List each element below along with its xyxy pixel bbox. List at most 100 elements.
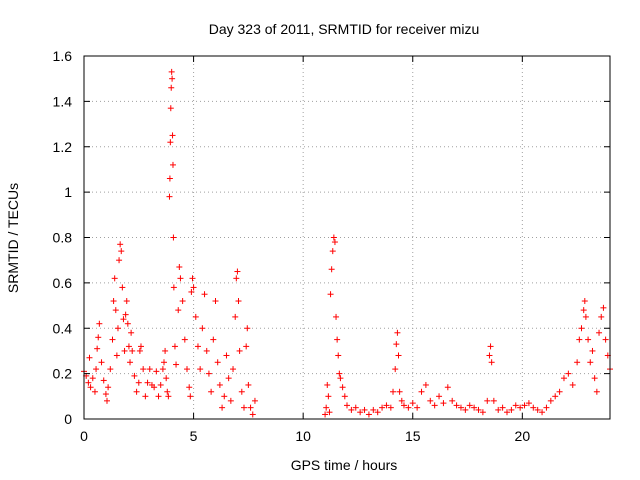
data-point xyxy=(113,352,120,359)
data-point xyxy=(87,384,94,391)
data-point xyxy=(192,313,199,320)
data-point xyxy=(157,381,164,388)
data-point xyxy=(175,307,182,314)
data-point xyxy=(534,406,541,413)
data-point xyxy=(236,347,243,354)
data-point xyxy=(203,347,210,354)
data-point xyxy=(225,375,232,382)
data-point xyxy=(95,334,102,341)
data-point xyxy=(457,404,464,411)
data-point xyxy=(142,393,149,400)
data-point xyxy=(379,404,386,411)
data-point xyxy=(322,411,329,418)
data-point xyxy=(135,379,142,386)
data-point xyxy=(125,343,132,350)
data-point xyxy=(552,393,559,400)
data-point xyxy=(453,402,460,409)
data-point xyxy=(221,393,228,400)
data-point xyxy=(235,298,242,305)
data-point xyxy=(233,275,240,282)
data-point xyxy=(219,404,226,411)
data-point xyxy=(440,400,447,407)
data-point xyxy=(422,381,429,388)
data-point xyxy=(361,406,368,413)
data-point xyxy=(155,393,162,400)
x-axis-title: GPS time / hours xyxy=(291,457,398,473)
data-point xyxy=(163,375,170,382)
data-point xyxy=(165,393,172,400)
data-point xyxy=(249,411,256,418)
data-point xyxy=(326,409,333,416)
data-point xyxy=(392,366,399,373)
data-point xyxy=(521,402,528,409)
data-point xyxy=(560,375,567,382)
data-point xyxy=(184,366,191,373)
data-point xyxy=(387,404,394,411)
data-point xyxy=(105,384,112,391)
data-point xyxy=(324,381,331,388)
data-point xyxy=(394,329,401,336)
y-tick-label: 0.6 xyxy=(53,275,73,291)
y-tick-label: 1.6 xyxy=(53,48,73,64)
data-point xyxy=(190,284,197,291)
data-point xyxy=(194,343,201,350)
y-tick-label: 1.4 xyxy=(53,93,73,109)
data-point xyxy=(116,257,123,264)
data-point xyxy=(352,404,359,411)
data-point xyxy=(86,354,93,361)
data-point xyxy=(574,359,581,366)
data-point xyxy=(214,359,221,366)
data-point xyxy=(144,379,151,386)
data-point xyxy=(240,404,247,411)
data-point xyxy=(91,388,98,395)
data-point xyxy=(247,404,254,411)
data-point xyxy=(85,379,92,386)
data-point xyxy=(136,347,143,354)
data-point xyxy=(344,402,350,409)
data-point xyxy=(160,359,167,366)
data-point xyxy=(591,375,598,382)
data-point xyxy=(525,400,532,407)
y-tick-labels: 0 0.2 0.4 0.6 0.8 1 1.2 1.4 1.6 xyxy=(53,48,73,427)
data-point xyxy=(197,366,204,373)
data-point xyxy=(212,298,219,305)
data-point xyxy=(335,352,342,359)
data-point xyxy=(186,384,193,391)
data-point xyxy=(530,404,537,411)
axis-ticks xyxy=(83,55,610,420)
data-point xyxy=(140,366,147,373)
gridlines xyxy=(84,56,610,419)
data-point xyxy=(223,352,230,359)
data-point xyxy=(169,161,176,168)
data-point xyxy=(580,307,587,314)
data-point xyxy=(487,343,494,350)
data-point xyxy=(94,345,101,352)
data-points xyxy=(81,68,613,418)
data-point xyxy=(508,406,515,413)
data-point xyxy=(517,404,524,411)
x-tick-label: 20 xyxy=(515,428,531,444)
data-point xyxy=(151,384,158,391)
data-point xyxy=(490,397,497,404)
data-point xyxy=(133,388,140,395)
data-point xyxy=(333,313,340,320)
data-point xyxy=(179,298,186,305)
plot-frame xyxy=(83,55,611,420)
data-point xyxy=(118,248,125,255)
data-point xyxy=(327,291,334,298)
data-point xyxy=(600,304,607,311)
data-point xyxy=(503,409,510,416)
data-point xyxy=(89,375,96,382)
data-point xyxy=(414,404,421,411)
data-point xyxy=(98,359,105,366)
data-point xyxy=(170,284,177,291)
data-point xyxy=(205,370,212,377)
data-point xyxy=(111,275,118,282)
data-point xyxy=(210,336,217,343)
data-point xyxy=(166,193,173,200)
y-tick-label: 1 xyxy=(64,184,72,200)
data-point xyxy=(589,347,596,354)
data-point xyxy=(109,336,116,343)
data-point xyxy=(543,404,550,411)
data-point xyxy=(137,343,144,350)
